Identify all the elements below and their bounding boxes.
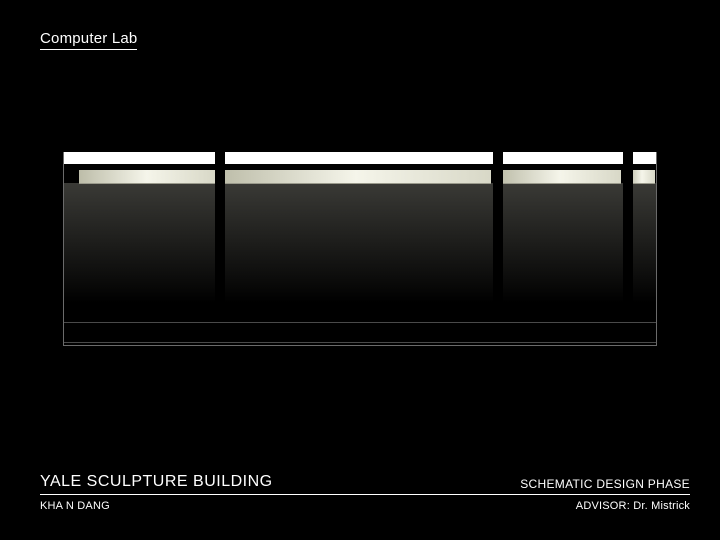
advisor-name: ADVISOR: Dr. Mistrick <box>576 500 690 512</box>
author-name: KHA N DANG <box>40 500 110 512</box>
footer: YALE SCULPTURE BUILDING SCHEMATIC DESIGN… <box>40 473 690 512</box>
design-phase: SCHEMATIC DESIGN PHASE <box>520 477 690 491</box>
elevation-rendering <box>63 152 657 346</box>
page-title: Computer Lab <box>40 30 137 50</box>
footer-top-row: YALE SCULPTURE BUILDING SCHEMATIC DESIGN… <box>40 473 690 495</box>
project-title: YALE SCULPTURE BUILDING <box>40 473 273 491</box>
footer-bottom-row: KHA N DANG ADVISOR: Dr. Mistrick <box>40 500 690 512</box>
